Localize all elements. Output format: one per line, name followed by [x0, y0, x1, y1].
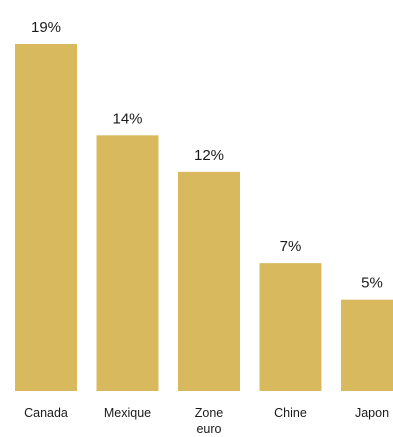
value-label-3: 7%: [280, 238, 302, 255]
category-label-1: Mexique: [104, 406, 151, 420]
value-label-0: 19%: [31, 19, 61, 36]
value-label-1: 14%: [112, 110, 142, 127]
category-label-line: euro: [196, 422, 221, 436]
value-label-4: 5%: [361, 275, 383, 292]
category-label-line: Canada: [24, 406, 68, 420]
value-labels-group: 19% 14% 12% 7% 5%: [31, 19, 383, 292]
category-labels-group: Canada Mexique Zone euro Chine Japon: [24, 406, 389, 436]
value-label-2: 12%: [194, 147, 224, 164]
category-label-4: Japon: [355, 406, 389, 420]
bar-4: [341, 299, 393, 391]
category-label-3: Chine: [274, 406, 307, 420]
category-label-line: Zone: [195, 406, 224, 420]
category-label-line: Japon: [355, 406, 389, 420]
bars-group: [15, 44, 393, 391]
category-label-line: Mexique: [104, 406, 151, 420]
bar-0: [15, 44, 77, 391]
category-label-line: Chine: [274, 406, 307, 420]
category-label-0: Canada: [24, 406, 68, 420]
bar-2: [178, 171, 240, 391]
category-label-2: Zone euro: [195, 406, 224, 436]
bar-1: [96, 135, 159, 391]
bar-3: [259, 263, 322, 391]
